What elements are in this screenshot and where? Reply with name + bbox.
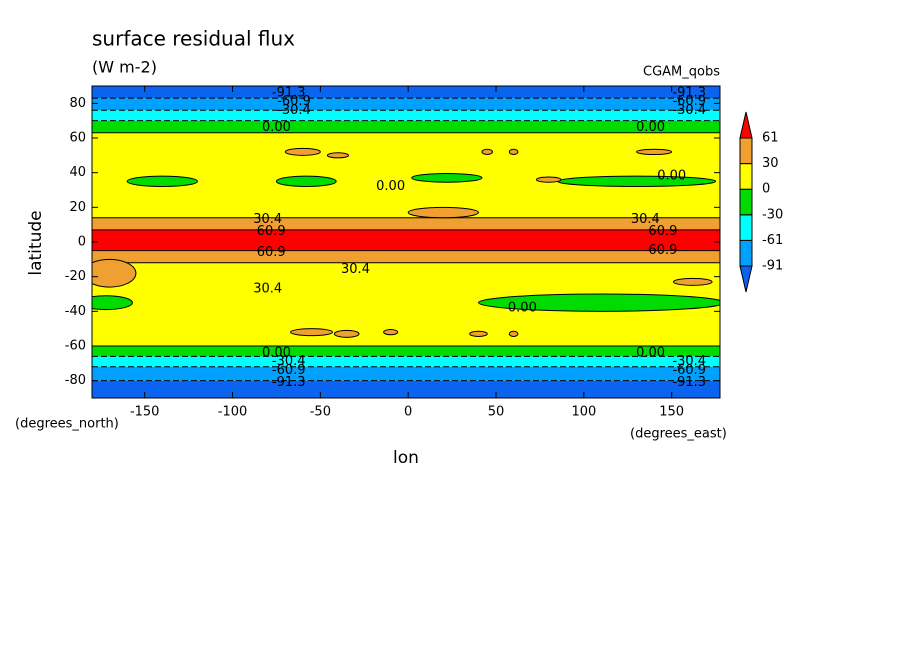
patch xyxy=(284,147,321,156)
zonal-band xyxy=(92,356,720,367)
contour-label: 0.00 xyxy=(262,345,291,360)
contour-label: 0.00 xyxy=(508,300,537,315)
zonal-band xyxy=(92,346,720,357)
chart-title: surface residual flux xyxy=(92,27,295,51)
contour-label: -30.4 xyxy=(272,354,306,369)
colorbar-arrow xyxy=(739,111,753,139)
contour-label: 0.00 xyxy=(657,169,686,184)
contour-label: 0.00 xyxy=(376,179,405,194)
zonal-band xyxy=(92,98,720,111)
patch xyxy=(672,277,713,286)
x-tick-label: -100 xyxy=(218,405,248,420)
contour-label: -60.9 xyxy=(277,94,311,109)
zonal-band xyxy=(92,229,720,251)
patch xyxy=(326,152,349,159)
patch xyxy=(407,206,479,219)
zonal-band xyxy=(92,120,720,133)
y-units: (degrees_north) xyxy=(15,417,119,432)
colorbar-label: -61 xyxy=(762,233,783,248)
patch xyxy=(92,258,137,288)
contour-label: 0.00 xyxy=(636,345,665,360)
x-axis-label: lon xyxy=(393,448,419,468)
patch xyxy=(333,329,360,338)
patch xyxy=(92,295,133,311)
patch xyxy=(469,330,488,337)
patch xyxy=(535,176,562,183)
y-tick-label: 20 xyxy=(69,200,86,215)
contour-label: 30.4 xyxy=(631,212,660,227)
x-tick-label: 50 xyxy=(488,405,505,420)
y-tick-label: -40 xyxy=(65,304,86,319)
patch xyxy=(477,293,720,312)
colorbar-box xyxy=(739,239,753,267)
contour-label: -60.9 xyxy=(672,363,706,378)
patch xyxy=(636,148,673,155)
contour-label: 30.4 xyxy=(253,212,282,227)
contour-label: -91.3 xyxy=(272,85,306,100)
x-tick-label: 150 xyxy=(659,405,684,420)
patch xyxy=(557,175,717,188)
contour-label: 60.9 xyxy=(257,224,286,239)
patch xyxy=(508,330,519,337)
zonal-band xyxy=(92,217,720,230)
colorbar-box xyxy=(739,137,753,165)
contour-label: -60.9 xyxy=(672,94,706,109)
zonal-band xyxy=(92,380,720,398)
colorbar-label: 61 xyxy=(762,131,779,146)
x-tick-label: -50 xyxy=(310,405,331,420)
contour-label: -91.3 xyxy=(672,375,706,390)
x-units: (degrees_east) xyxy=(630,427,727,442)
y-tick-label: -60 xyxy=(65,339,86,354)
source-label: CGAM_qobs xyxy=(643,65,720,80)
patch xyxy=(126,175,198,188)
contour-label: 60.9 xyxy=(648,243,677,258)
patch xyxy=(508,148,519,155)
patch xyxy=(383,329,399,336)
y-axis-label: latitude xyxy=(26,210,46,275)
patch xyxy=(411,173,483,183)
overlay: -150 -100 -50 0 50 100 150 -80 -60 -40 -20 0 20 40 60 8… xyxy=(65,85,783,420)
y-tick-label: 60 xyxy=(69,131,86,146)
y-tick-label: 0 xyxy=(78,235,86,250)
contour-label: -60.9 xyxy=(272,363,306,378)
x-tick-label: -150 xyxy=(130,405,160,420)
colorbar-arrow xyxy=(739,265,753,293)
contour-label: -91.3 xyxy=(672,85,706,100)
y-tick-label: -80 xyxy=(65,373,86,388)
contour-label: 0.00 xyxy=(262,120,291,135)
zonal-band xyxy=(92,366,720,381)
contour-label: 30.4 xyxy=(341,262,370,277)
patch xyxy=(290,328,334,337)
x-tick-label: 100 xyxy=(571,405,596,420)
colorbar-label: -91 xyxy=(762,259,783,274)
colorbar-label: 0 xyxy=(762,182,770,197)
contour-label: 30.4 xyxy=(253,281,282,296)
y-tick-label: -20 xyxy=(65,269,86,284)
contour-label: -30.4 xyxy=(672,103,706,118)
contour-label: -30.4 xyxy=(277,103,311,118)
patch xyxy=(481,148,494,155)
contour-label: 0.00 xyxy=(636,120,665,135)
contour-label: 60.9 xyxy=(648,224,677,239)
colorbar-box xyxy=(739,163,753,190)
x-tick-label: 0 xyxy=(404,405,412,420)
y-tick-label: 80 xyxy=(69,96,86,111)
zonal-band xyxy=(92,250,720,263)
zonal-band xyxy=(92,86,720,99)
zonal-band xyxy=(92,132,720,218)
contour-label: -91.3 xyxy=(272,375,306,390)
contour-label: 60.9 xyxy=(257,245,286,260)
colorbar-box xyxy=(739,214,753,241)
colorbar-box xyxy=(739,188,753,216)
field: -91.3-60.9-30.40.0030.460.960.930.430.40… xyxy=(92,85,720,398)
colorbar-label: 30 xyxy=(762,156,779,171)
zonal-band xyxy=(92,110,720,121)
patch xyxy=(275,175,337,188)
colorbar-label: -30 xyxy=(762,207,783,222)
y-tick-label: 40 xyxy=(69,165,86,180)
chart-subtitle: (W m-2) xyxy=(92,58,157,77)
contour-label: -30.4 xyxy=(672,354,706,369)
